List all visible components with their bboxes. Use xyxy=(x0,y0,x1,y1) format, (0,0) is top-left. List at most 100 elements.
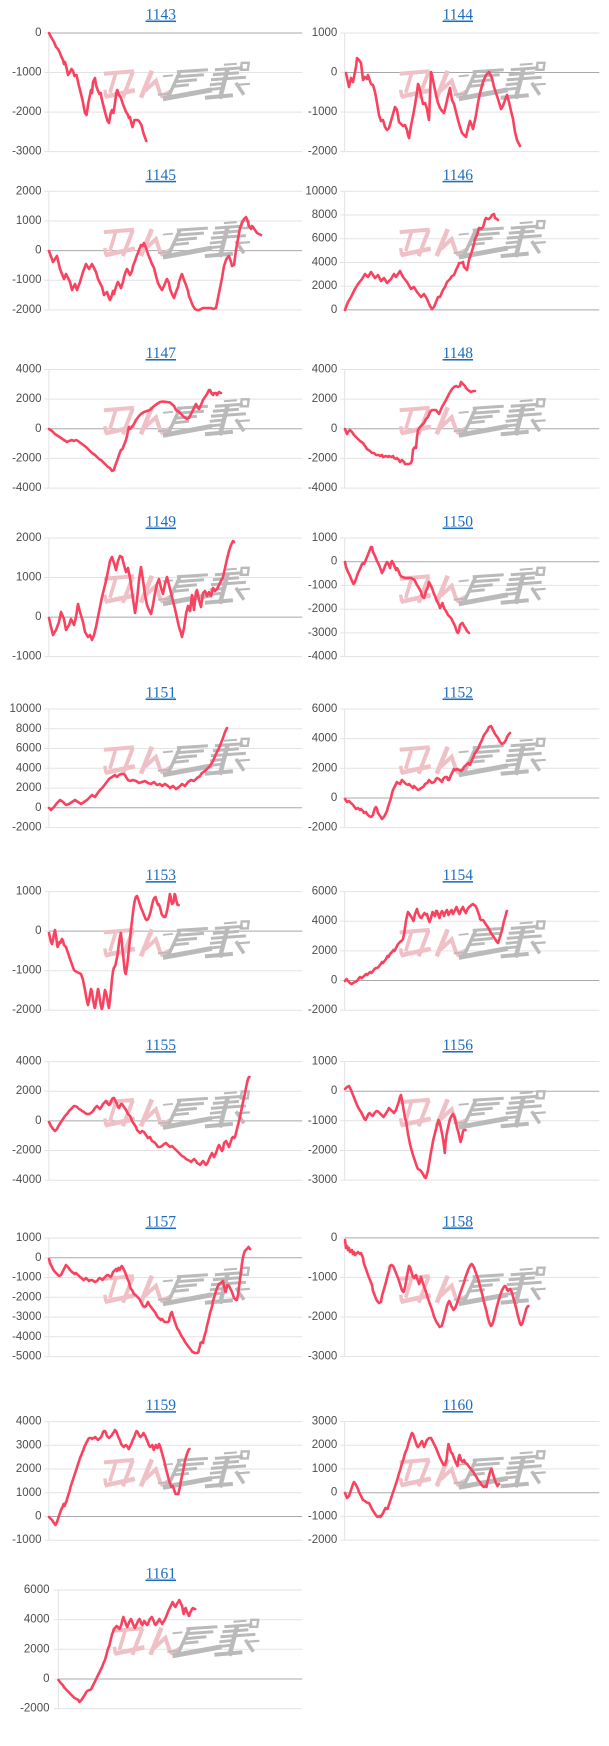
svg-text:1147: 1147 xyxy=(146,345,177,362)
svg-text:0: 0 xyxy=(35,611,41,623)
svg-text:1159: 1159 xyxy=(146,1397,177,1414)
svg-text:-1000: -1000 xyxy=(12,67,41,79)
svg-text:-2000: -2000 xyxy=(308,146,337,158)
svg-text:-1000: -1000 xyxy=(12,274,41,286)
svg-text:-1000: -1000 xyxy=(12,965,41,977)
svg-text:4000: 4000 xyxy=(312,257,338,269)
svg-text:-2000: -2000 xyxy=(308,1311,337,1323)
svg-text:-3000: -3000 xyxy=(308,1351,337,1363)
svg-text:4000: 4000 xyxy=(16,762,42,774)
svg-text:-4000: -4000 xyxy=(12,1174,41,1186)
svg-text:-1000: -1000 xyxy=(308,1510,337,1522)
svg-text:0: 0 xyxy=(331,792,337,804)
svg-text:0: 0 xyxy=(43,1673,49,1685)
svg-text:6000: 6000 xyxy=(312,886,338,898)
svg-text:1000: 1000 xyxy=(16,1487,42,1499)
svg-text:1160: 1160 xyxy=(443,1397,474,1414)
svg-text:3000: 3000 xyxy=(16,1439,42,1451)
svg-text:-2000: -2000 xyxy=(308,603,337,615)
svg-text:-2000: -2000 xyxy=(20,1703,49,1715)
svg-text:1158: 1158 xyxy=(443,1213,474,1230)
svg-text:-1000: -1000 xyxy=(308,1115,337,1127)
svg-text:3000: 3000 xyxy=(312,1416,338,1428)
svg-text:-3000: -3000 xyxy=(308,1174,337,1186)
svg-text:-3000: -3000 xyxy=(308,627,337,639)
svg-text:-2000: -2000 xyxy=(308,1145,337,1157)
svg-text:2000: 2000 xyxy=(24,1643,50,1655)
svg-text:-2000: -2000 xyxy=(12,1291,41,1303)
svg-text:6000: 6000 xyxy=(312,703,338,715)
svg-text:0: 0 xyxy=(331,1487,337,1499)
svg-text:4000: 4000 xyxy=(312,915,338,927)
svg-text:-1000: -1000 xyxy=(308,1271,337,1283)
svg-text:4000: 4000 xyxy=(24,1614,50,1626)
svg-text:-1000: -1000 xyxy=(12,651,41,663)
svg-text:-4000: -4000 xyxy=(308,651,337,663)
svg-text:2000: 2000 xyxy=(16,532,42,544)
svg-text:2000: 2000 xyxy=(312,1439,338,1451)
svg-text:1153: 1153 xyxy=(146,867,177,884)
svg-text:1000: 1000 xyxy=(312,1463,338,1475)
svg-text:0: 0 xyxy=(331,556,337,568)
svg-text:-2000: -2000 xyxy=(12,304,41,316)
svg-text:-2000: -2000 xyxy=(308,822,337,834)
svg-text:-3000: -3000 xyxy=(12,146,41,158)
svg-text:1155: 1155 xyxy=(146,1037,177,1054)
svg-text:4000: 4000 xyxy=(16,1416,42,1428)
svg-text:0: 0 xyxy=(35,802,41,814)
svg-text:0: 0 xyxy=(35,1115,41,1127)
svg-text:-5000: -5000 xyxy=(12,1351,41,1363)
svg-text:1000: 1000 xyxy=(16,886,42,898)
svg-text:6000: 6000 xyxy=(16,743,42,755)
svg-text:-4000: -4000 xyxy=(12,1331,41,1343)
svg-text:1157: 1157 xyxy=(146,1214,177,1231)
svg-text:-3000: -3000 xyxy=(12,1311,41,1323)
svg-text:1152: 1152 xyxy=(443,685,473,702)
svg-text:6000: 6000 xyxy=(312,233,338,245)
svg-text:4000: 4000 xyxy=(16,364,42,376)
svg-text:-2000: -2000 xyxy=(12,822,41,834)
svg-text:0: 0 xyxy=(331,1085,337,1097)
svg-text:1145: 1145 xyxy=(146,167,177,184)
svg-text:1000: 1000 xyxy=(312,27,338,39)
svg-text:-4000: -4000 xyxy=(308,482,337,494)
svg-text:1151: 1151 xyxy=(146,685,176,702)
svg-text:2000: 2000 xyxy=(16,1085,42,1097)
svg-text:-1000: -1000 xyxy=(308,579,337,591)
svg-text:8000: 8000 xyxy=(16,723,42,735)
svg-text:6000: 6000 xyxy=(24,1584,50,1596)
svg-text:2000: 2000 xyxy=(16,1463,42,1475)
svg-text:8000: 8000 xyxy=(312,209,338,221)
svg-text:-2000: -2000 xyxy=(12,1145,41,1157)
svg-text:-2000: -2000 xyxy=(308,452,337,464)
svg-text:2000: 2000 xyxy=(16,393,42,405)
svg-text:1000: 1000 xyxy=(16,1232,42,1244)
svg-text:-1000: -1000 xyxy=(12,1272,41,1284)
svg-text:1000: 1000 xyxy=(312,532,338,544)
svg-text:2000: 2000 xyxy=(312,762,338,774)
svg-text:4000: 4000 xyxy=(16,1056,42,1068)
svg-text:1000: 1000 xyxy=(312,1056,338,1068)
svg-text:0: 0 xyxy=(331,304,337,316)
svg-text:1143: 1143 xyxy=(146,7,177,24)
svg-text:0: 0 xyxy=(331,67,337,79)
svg-text:0: 0 xyxy=(35,1511,41,1523)
svg-text:0: 0 xyxy=(35,423,41,435)
svg-text:-1000: -1000 xyxy=(308,106,337,118)
svg-text:0: 0 xyxy=(35,245,41,257)
svg-text:0: 0 xyxy=(331,975,337,987)
svg-text:1150: 1150 xyxy=(443,514,474,531)
svg-text:4000: 4000 xyxy=(312,733,338,745)
svg-text:-2000: -2000 xyxy=(12,106,41,118)
svg-text:10000: 10000 xyxy=(10,703,42,715)
svg-text:-4000: -4000 xyxy=(12,482,41,494)
svg-text:0: 0 xyxy=(331,423,337,435)
svg-text:1156: 1156 xyxy=(443,1037,474,1054)
svg-text:-2000: -2000 xyxy=(12,1004,41,1016)
svg-text:0: 0 xyxy=(35,1252,41,1264)
svg-text:1000: 1000 xyxy=(16,572,42,584)
svg-text:10000: 10000 xyxy=(305,185,337,197)
svg-text:2000: 2000 xyxy=(16,782,42,794)
svg-text:1161: 1161 xyxy=(146,1566,176,1583)
svg-text:1146: 1146 xyxy=(443,167,474,184)
